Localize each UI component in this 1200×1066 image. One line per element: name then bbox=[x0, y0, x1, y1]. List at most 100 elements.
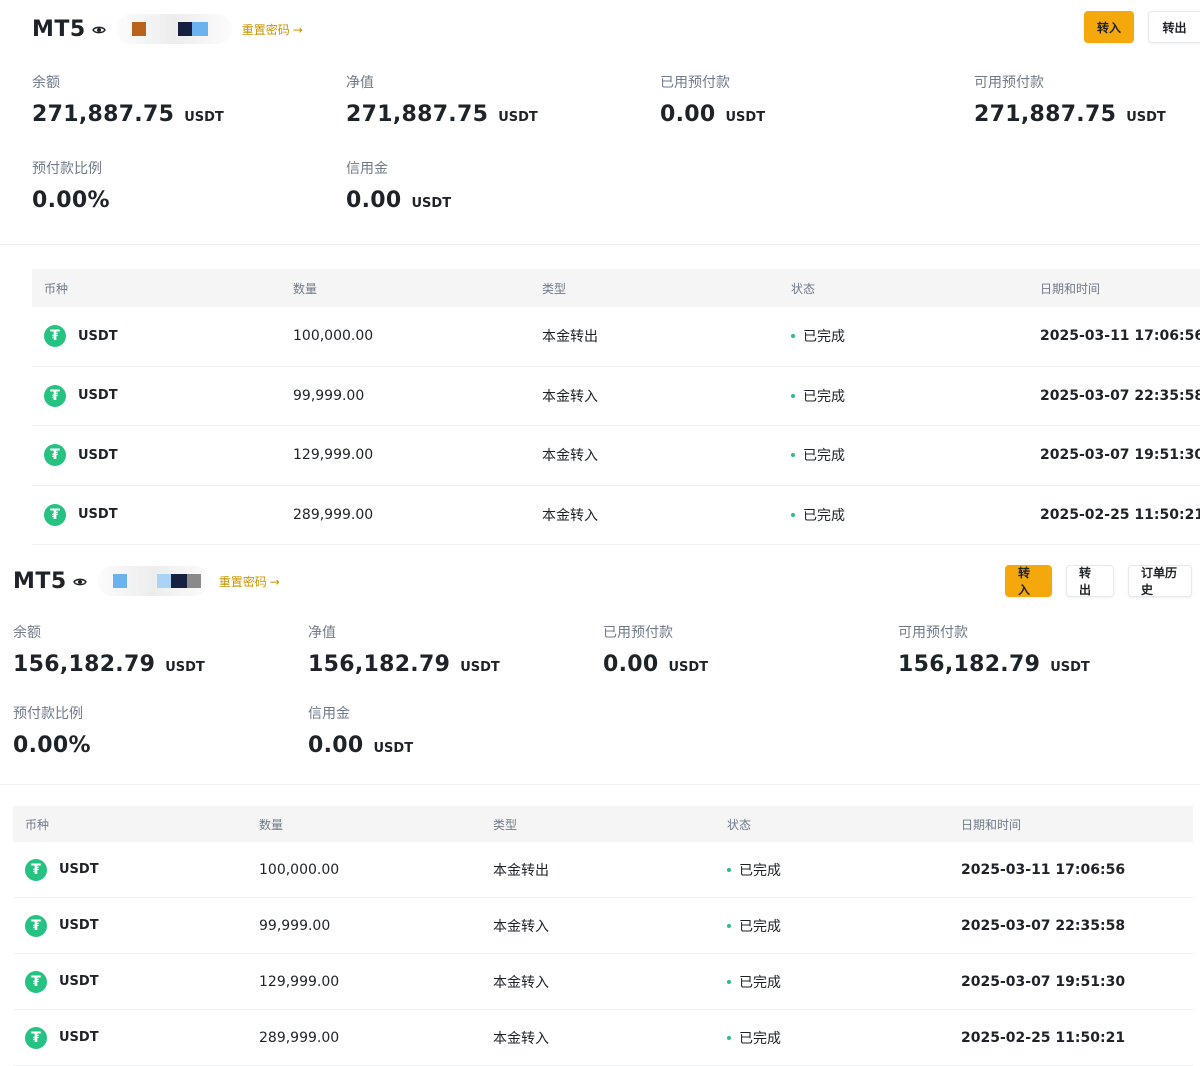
status-cell: 已完成 bbox=[779, 386, 1028, 406]
stat-margin-level: 预付款比例 0.00% bbox=[32, 158, 110, 213]
stat-value: 271,887.75 bbox=[346, 102, 489, 127]
stat-label: 预付款比例 bbox=[13, 706, 83, 722]
amount-cell: 129,999.00 bbox=[293, 447, 374, 464]
tether-icon: ₮ bbox=[25, 914, 47, 937]
tether-icon: ₮ bbox=[44, 384, 66, 407]
type-cell: 本金转入 bbox=[493, 974, 549, 991]
status-text: 已完成 bbox=[803, 388, 845, 405]
status-cell: 已完成 bbox=[715, 972, 949, 992]
stat-value: 0.00 bbox=[660, 102, 716, 127]
column-header-amount: 数量 bbox=[293, 281, 318, 296]
stat-unit: USDT bbox=[725, 110, 766, 125]
transfer-out-button[interactable]: 转出 bbox=[1066, 565, 1114, 597]
coin-cell: ₮ USDT bbox=[13, 858, 247, 881]
status-dot-icon bbox=[791, 512, 795, 517]
reset-password-link[interactable]: 重置密码 → bbox=[242, 21, 303, 38]
coin-name: USDT bbox=[78, 447, 118, 463]
table-row: ₮ USDT 99,999.00 本金转入 已完成 2025-03-07 22:35:58 bbox=[13, 898, 1193, 954]
tether-icon: ₮ bbox=[25, 970, 47, 993]
stat-unit: USDT bbox=[411, 196, 452, 211]
arrow-right-icon: → bbox=[292, 22, 303, 37]
account-title: MT5 bbox=[13, 568, 67, 594]
stat-label: 可用预付款 bbox=[974, 75, 1044, 91]
mt5-account-panel: MT5 重置密码 → 转入 转出 订单历史 余额 156,182.79 USDT 净… bbox=[0, 556, 1200, 1066]
action-buttons: 转入 转出 订单历史 bbox=[1005, 565, 1192, 597]
amount-cell: 289,999.00 bbox=[293, 506, 374, 523]
coin-cell: ₮ USDT bbox=[13, 1026, 247, 1049]
reset-password-label: 重置密码 bbox=[218, 574, 267, 589]
eye-icon[interactable] bbox=[72, 574, 87, 588]
column-header-datetime: 日期和时间 bbox=[961, 817, 1022, 832]
tether-icon: ₮ bbox=[44, 325, 66, 348]
table-row: ₮ USDT 129,999.00 本金转入 已完成 2025-03-07 19:51:3… bbox=[32, 426, 1200, 486]
transfer-history-table: 币种 数量 类型 状态 日期和时间 ₮ USDT 100,000.00 本金转出 已完成… bbox=[13, 806, 1193, 1066]
stat-used-margin: 已用预付款 0.00 USDT bbox=[603, 622, 708, 677]
coin-name: USDT bbox=[78, 507, 118, 523]
stat-label: 净值 bbox=[346, 75, 374, 91]
table-row: ₮ USDT 129,999.00 本金转入 已完成 2025-03-07 19:51:3… bbox=[13, 954, 1193, 1010]
divider bbox=[0, 244, 1200, 245]
type-cell: 本金转入 bbox=[542, 448, 598, 465]
table-row: ₮ USDT 289,999.00 本金转入 已完成 2025-02-25 11:50:2… bbox=[13, 1010, 1193, 1066]
transfer-in-button[interactable]: 转入 bbox=[1084, 11, 1134, 43]
action-buttons: 转入 转出 bbox=[1084, 11, 1200, 43]
arrow-right-icon: → bbox=[269, 574, 280, 589]
coin-cell: ₮ USDT bbox=[32, 444, 281, 467]
stat-value: 271,887.75 bbox=[974, 102, 1117, 127]
reset-password-link[interactable]: 重置密码 → bbox=[219, 573, 280, 590]
eye-icon[interactable] bbox=[91, 22, 106, 36]
amount-cell: 99,999.00 bbox=[293, 387, 365, 404]
tether-icon: ₮ bbox=[44, 444, 66, 467]
stat-label: 净值 bbox=[308, 625, 336, 641]
column-header-amount: 数量 bbox=[259, 817, 284, 832]
stat-unit: USDT bbox=[498, 110, 538, 125]
tether-icon: ₮ bbox=[25, 1026, 47, 1049]
stat-unit: USDT bbox=[460, 660, 500, 675]
stat-value: 0.00% bbox=[13, 733, 91, 758]
datetime-cell: 2025-03-07 22:35:58 bbox=[961, 917, 1126, 934]
status-text: 已完成 bbox=[739, 918, 781, 935]
status-text: 已完成 bbox=[803, 507, 845, 524]
account-header: MT5 重置密码 → bbox=[32, 14, 303, 44]
stat-value: 0.00 bbox=[308, 733, 364, 758]
datetime-cell: 2025-02-25 11:50:21 bbox=[961, 1029, 1126, 1046]
masked-account-id bbox=[115, 14, 232, 44]
order-history-button[interactable]: 订单历史 bbox=[1128, 565, 1192, 597]
column-header-type: 类型 bbox=[542, 281, 567, 296]
coin-name: USDT bbox=[59, 974, 99, 989]
type-cell: 本金转入 bbox=[542, 507, 598, 524]
coin-cell: ₮ USDT bbox=[13, 970, 247, 993]
reset-password-label: 重置密码 bbox=[241, 22, 290, 37]
coin-name: USDT bbox=[59, 1030, 99, 1045]
tether-icon: ₮ bbox=[44, 503, 66, 526]
amount-cell: 100,000.00 bbox=[293, 328, 374, 345]
status-cell: 已完成 bbox=[779, 445, 1028, 465]
amount-cell: 100,000.00 bbox=[259, 861, 340, 878]
coin-name: USDT bbox=[78, 328, 118, 344]
stat-value: 271,887.75 bbox=[32, 102, 175, 127]
datetime-cell: 2025-03-11 17:06:56 bbox=[961, 861, 1126, 878]
stat-unit: USDT bbox=[1050, 660, 1090, 675]
transfer-out-button[interactable]: 转出 bbox=[1148, 11, 1200, 43]
status-cell: 已完成 bbox=[779, 505, 1028, 525]
coin-cell: ₮ USDT bbox=[32, 384, 281, 407]
coin-cell: ₮ USDT bbox=[13, 914, 247, 937]
status-cell: 已完成 bbox=[779, 326, 1028, 346]
datetime-cell: 2025-02-25 11:50:21 bbox=[1040, 506, 1200, 523]
stat-label: 信用金 bbox=[308, 706, 350, 722]
datetime-cell: 2025-03-07 19:51:30 bbox=[961, 973, 1126, 990]
stat-unit: USDT bbox=[165, 660, 205, 675]
status-text: 已完成 bbox=[739, 862, 781, 879]
transfer-in-button[interactable]: 转入 bbox=[1005, 565, 1052, 597]
coin-cell: ₮ USDT bbox=[32, 503, 281, 526]
stat-label: 可用预付款 bbox=[898, 625, 968, 641]
status-dot-icon bbox=[791, 334, 795, 339]
amount-cell: 289,999.00 bbox=[259, 1029, 340, 1046]
tether-icon: ₮ bbox=[25, 858, 47, 881]
column-header-datetime: 日期和时间 bbox=[1040, 281, 1101, 296]
stat-label: 信用金 bbox=[346, 161, 388, 177]
column-header-coin: 币种 bbox=[25, 817, 50, 832]
stat-label: 已用预付款 bbox=[660, 75, 730, 91]
type-cell: 本金转入 bbox=[493, 1030, 549, 1047]
stat-value: 0.00 bbox=[603, 652, 659, 677]
